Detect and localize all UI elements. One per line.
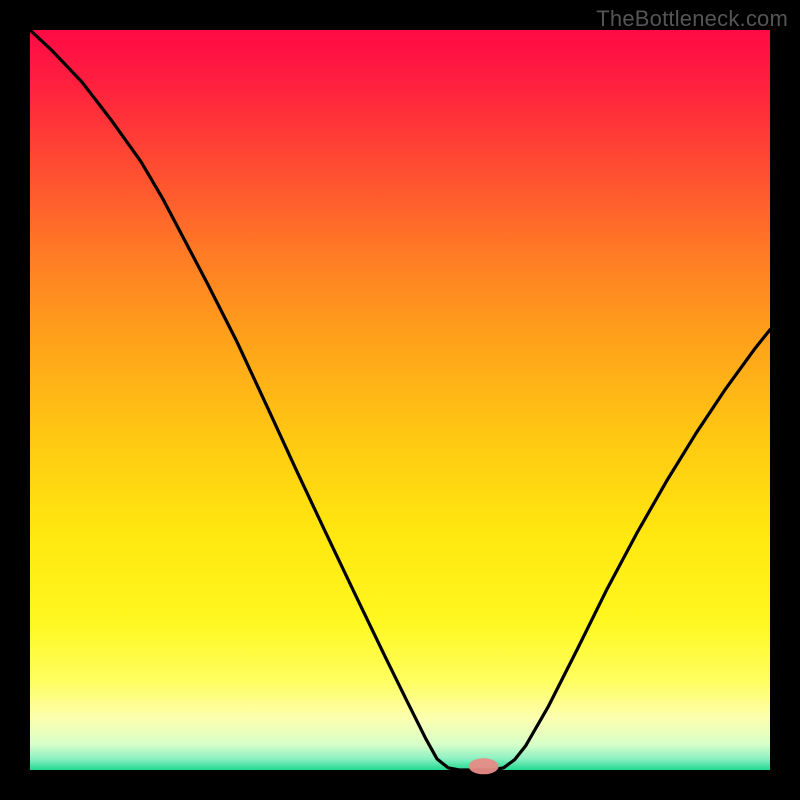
- optimal-marker: [469, 758, 499, 774]
- chart-container: TheBottleneck.com: [0, 0, 800, 800]
- watermark-label: TheBottleneck.com: [596, 6, 788, 32]
- plot-background: [30, 30, 770, 770]
- bottleneck-chart: [0, 0, 800, 800]
